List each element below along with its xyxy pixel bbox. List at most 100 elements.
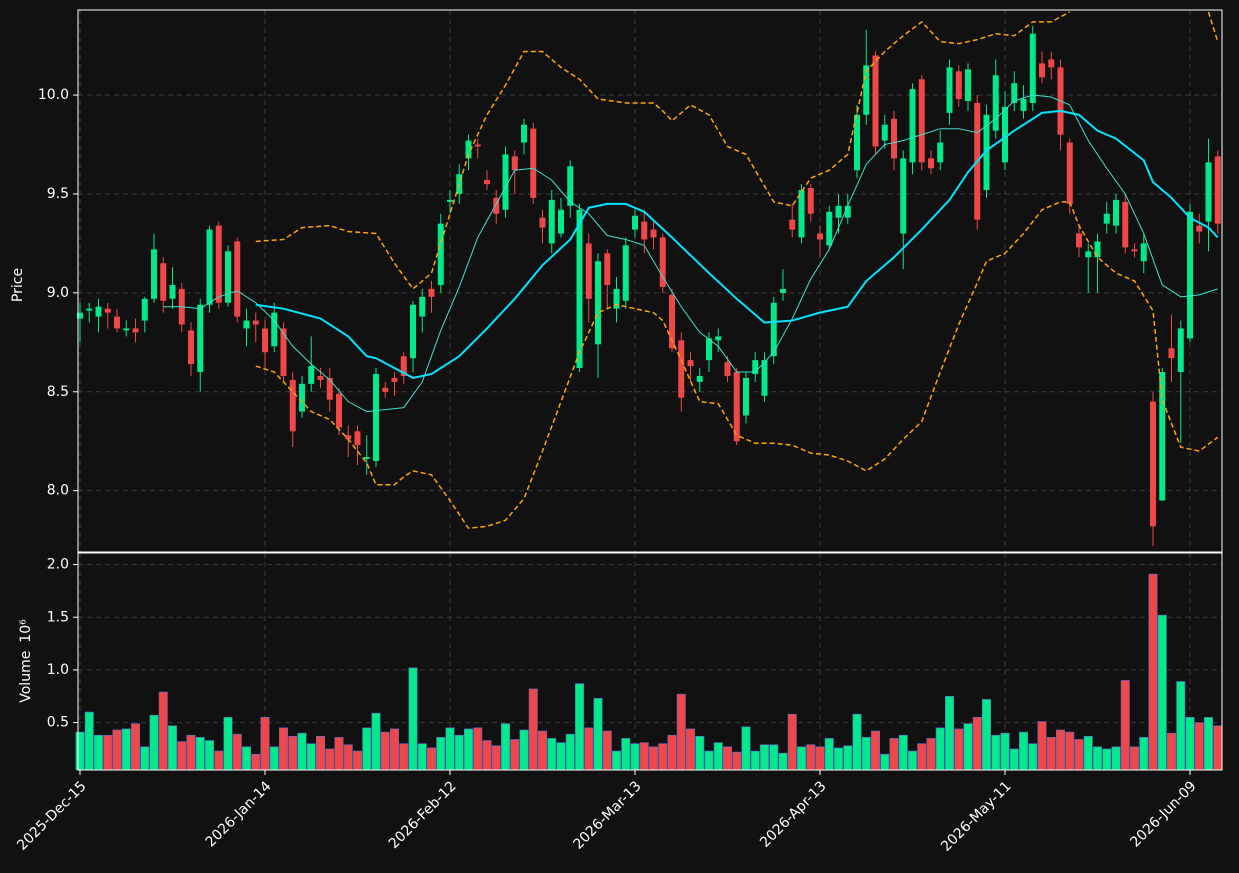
candle-body xyxy=(474,144,481,147)
volume-bar xyxy=(399,743,409,771)
y-tick-label: 9.0 xyxy=(47,285,69,301)
volume-label: Volume xyxy=(18,651,34,703)
candle-body xyxy=(465,140,472,159)
volume-bar xyxy=(704,750,714,771)
y-tick-label: 2.0 xyxy=(47,557,69,573)
volume-bar xyxy=(491,745,501,771)
candle-body xyxy=(558,209,564,234)
candle-body xyxy=(548,199,555,244)
candle-body xyxy=(641,221,648,240)
volume-bar xyxy=(177,741,187,771)
candle-body xyxy=(937,142,944,163)
candle-body xyxy=(1140,243,1147,262)
candle-body xyxy=(373,373,379,462)
volume-bar xyxy=(1102,748,1112,771)
volume-bar xyxy=(436,737,446,771)
volume-bar xyxy=(1065,731,1075,771)
volume-bar xyxy=(463,728,473,771)
candle-body xyxy=(437,223,444,285)
candle-body xyxy=(696,375,703,382)
candle-body xyxy=(289,379,296,432)
volume-bar xyxy=(408,667,418,771)
candle-body xyxy=(1066,142,1073,204)
volume-bar xyxy=(584,727,594,771)
candle-body xyxy=(881,124,888,141)
candle-body xyxy=(983,114,990,191)
volume-bar xyxy=(205,740,215,771)
candle-body xyxy=(706,338,712,361)
volume-bar xyxy=(131,723,141,771)
volume-bar xyxy=(1018,731,1028,771)
candle-body xyxy=(992,75,999,131)
indicator-line xyxy=(255,201,1219,530)
volume-bar xyxy=(935,727,945,771)
candle-body xyxy=(243,320,250,329)
volume-bar xyxy=(870,730,880,771)
volume-bar xyxy=(954,728,964,771)
candle-body xyxy=(724,362,731,376)
volume-bar xyxy=(1130,746,1140,771)
volume-bar xyxy=(769,744,779,771)
volume-bar xyxy=(796,746,806,771)
volume-bar xyxy=(991,734,1001,771)
candle-body xyxy=(622,245,629,301)
volume-bar xyxy=(1083,735,1093,771)
candle-body xyxy=(1131,249,1138,252)
volume-bar xyxy=(380,731,390,771)
candle-body xyxy=(1159,371,1166,501)
candle-body xyxy=(354,431,361,446)
volume-bar xyxy=(537,730,547,771)
volume-bar xyxy=(325,748,335,771)
candle-body xyxy=(280,328,287,376)
candle-body xyxy=(484,180,490,185)
candle-body xyxy=(770,302,777,357)
volume-bar xyxy=(84,711,94,771)
candle-body xyxy=(1187,211,1193,339)
volume-bar xyxy=(815,746,825,771)
candle-body xyxy=(567,166,574,206)
candle-body xyxy=(197,304,204,372)
candle-body xyxy=(1029,33,1036,103)
candle-body xyxy=(669,294,675,349)
volume-bar xyxy=(112,729,122,771)
volume-bar xyxy=(843,745,853,771)
y-tick-label: 9.5 xyxy=(47,186,69,202)
volume-bar xyxy=(926,738,936,771)
volume-bar xyxy=(362,727,372,771)
candle-body xyxy=(539,217,546,228)
volume-bar xyxy=(713,742,723,771)
volume-bar xyxy=(1213,725,1223,771)
volume-bar xyxy=(824,738,834,771)
candle-body xyxy=(650,229,657,238)
candle-body xyxy=(789,219,796,230)
volume-bar xyxy=(1204,717,1214,771)
candle-body xyxy=(1094,241,1101,258)
volume-bar xyxy=(1167,732,1177,771)
volume-bar xyxy=(1056,729,1066,771)
candle-body xyxy=(604,253,611,285)
volume-bar xyxy=(223,717,233,771)
volume-bar xyxy=(1074,739,1084,771)
indicator-line xyxy=(255,11,1219,291)
candle-body xyxy=(86,308,93,311)
volume-bar xyxy=(426,747,436,771)
volume-bar xyxy=(880,753,890,771)
candle-body xyxy=(826,211,833,246)
volume-bar xyxy=(269,746,279,771)
candle-body xyxy=(798,190,805,238)
volume-bar xyxy=(630,743,640,771)
volume-bar xyxy=(852,713,862,771)
volume-bar xyxy=(889,738,899,771)
volume-bar xyxy=(140,746,150,771)
candle-body xyxy=(780,288,786,293)
candle-body xyxy=(391,377,398,382)
volume-bar xyxy=(510,739,520,771)
volume-bar xyxy=(907,750,917,771)
candle-body xyxy=(687,360,694,367)
candle-body xyxy=(1020,99,1027,111)
candle-body xyxy=(1048,59,1055,68)
volume-bar xyxy=(158,691,168,771)
candle-body xyxy=(160,263,167,301)
volume-bar xyxy=(103,734,113,771)
indicator-line xyxy=(255,109,1219,379)
